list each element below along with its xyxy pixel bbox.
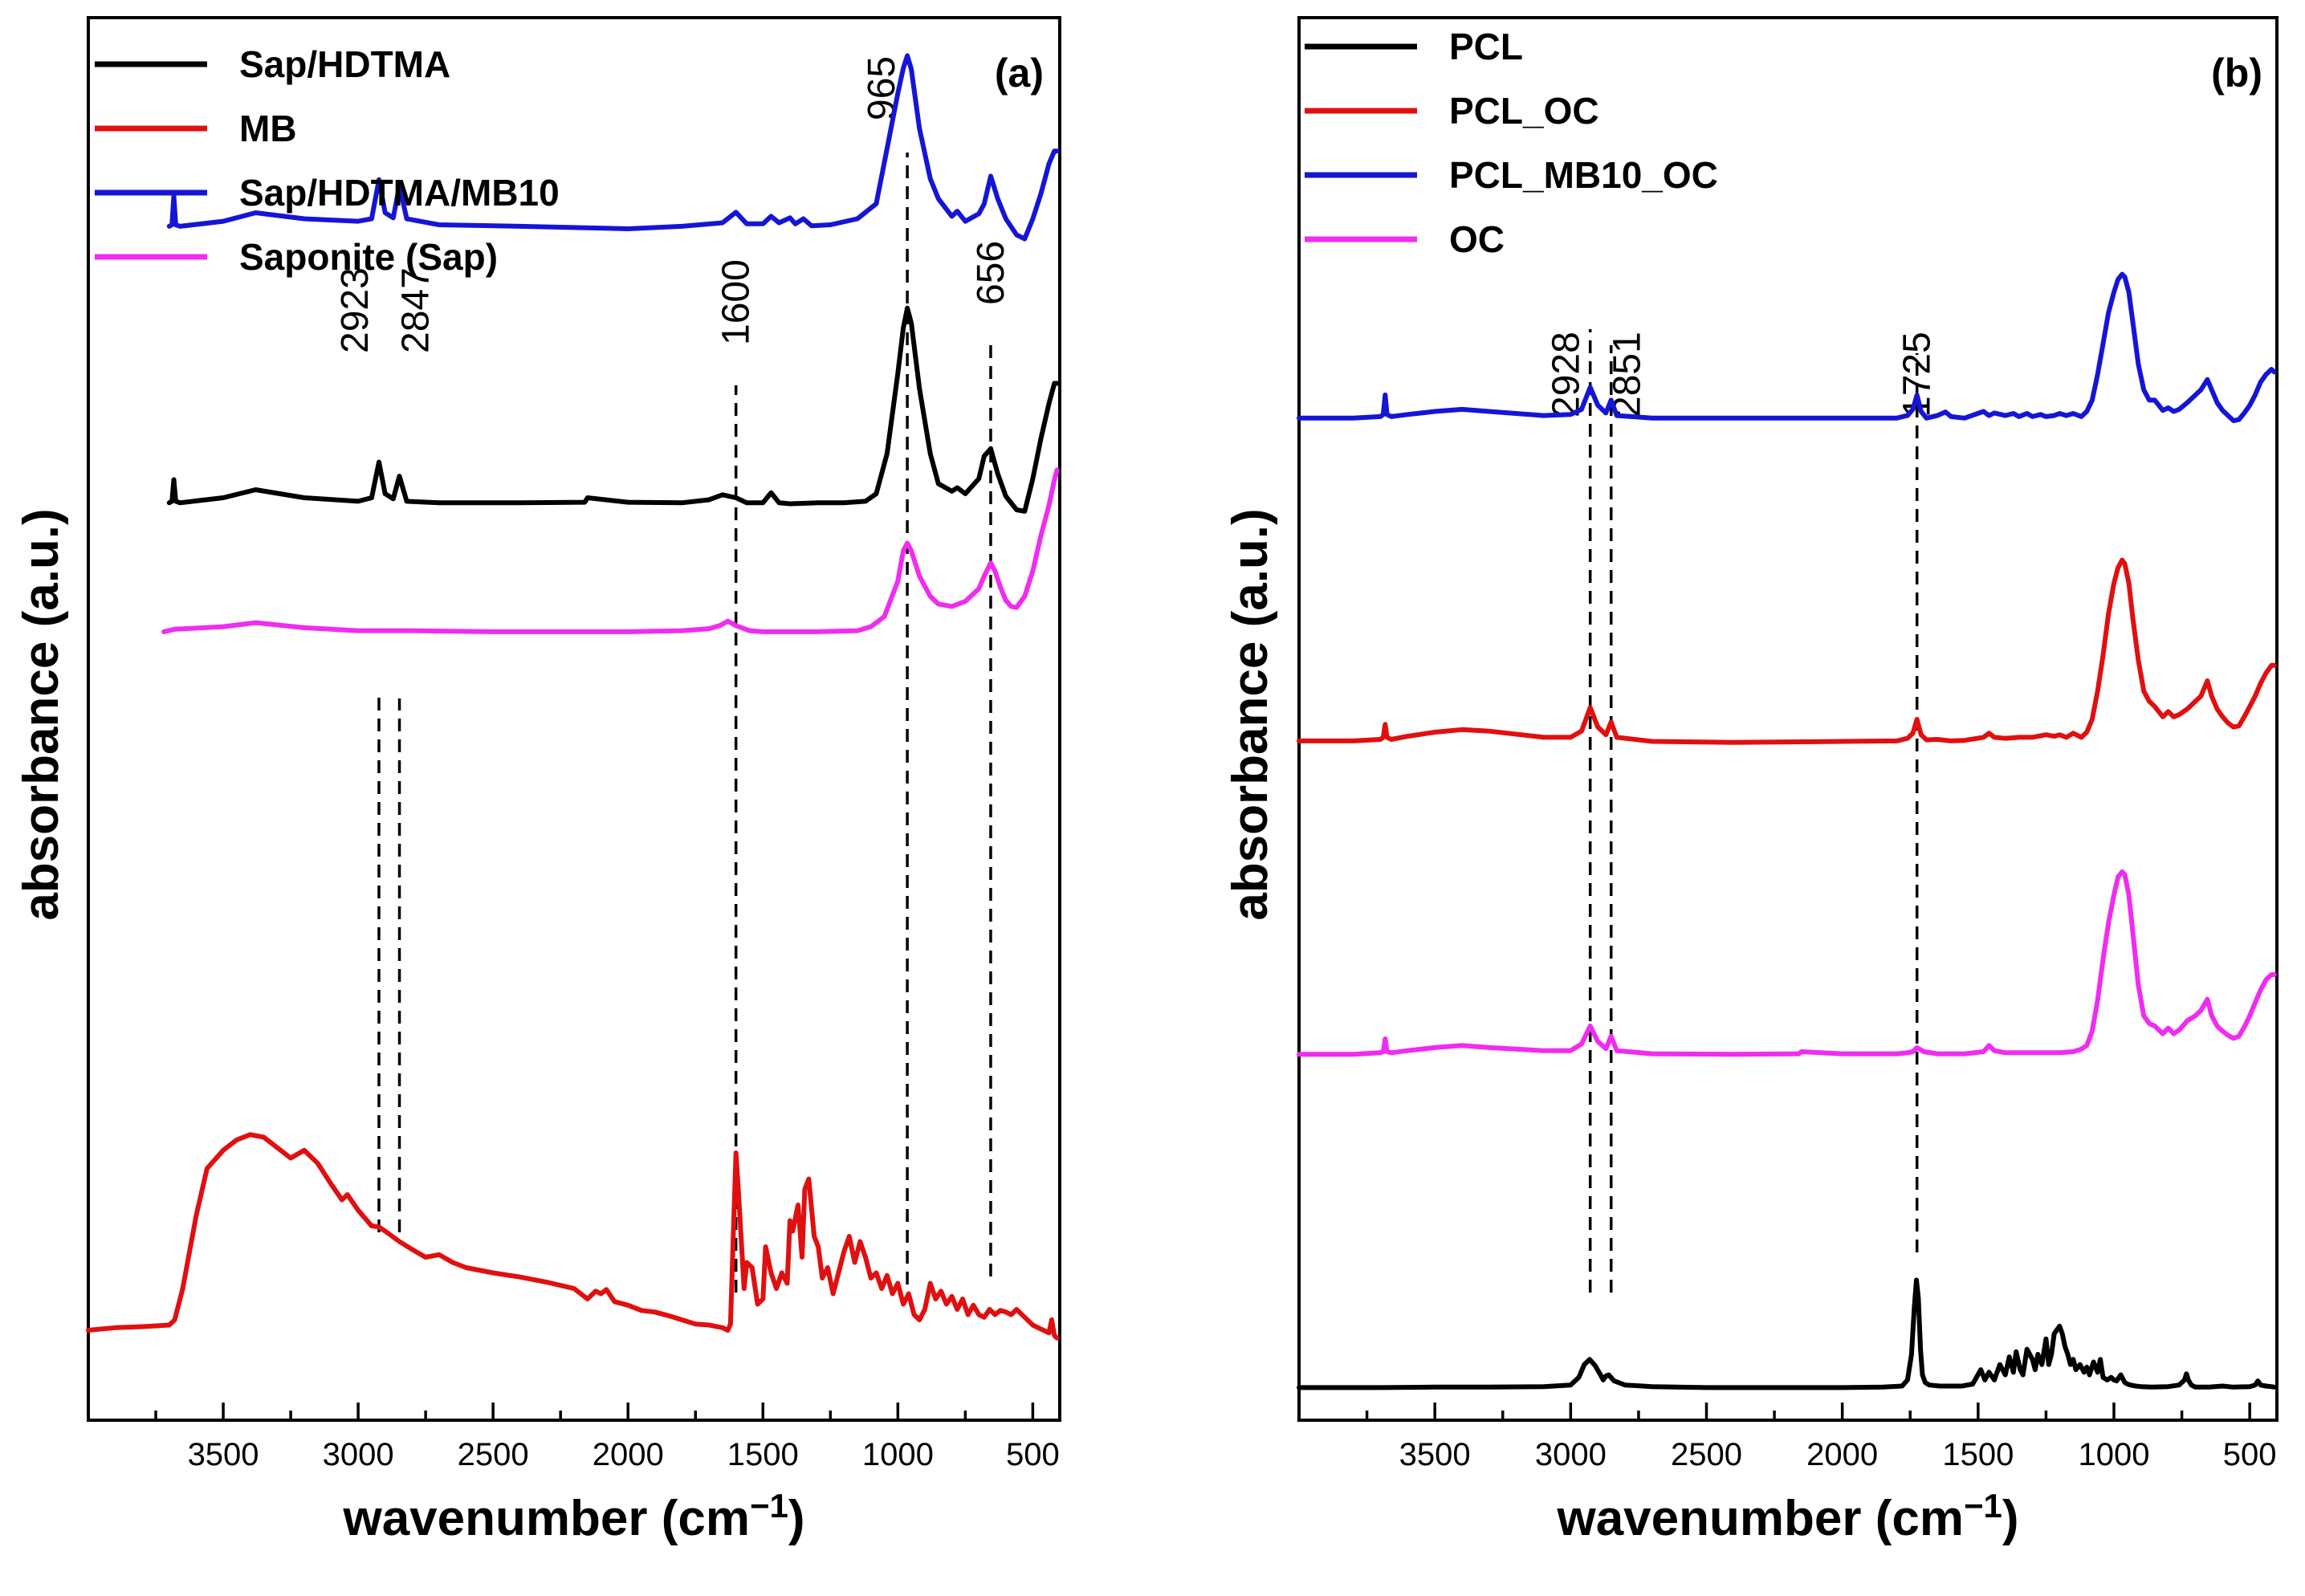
series-group-a <box>86 53 1060 1341</box>
x-tick-label: 2500 <box>1671 1437 1742 1472</box>
series-line-pcl-mb10-oc <box>1297 271 2277 423</box>
y-axis-label-a: absorbance (a.u.) <box>14 508 69 920</box>
x-tick-label: 2500 <box>458 1437 529 1472</box>
legend-label: Sap/HDTMA <box>239 43 450 85</box>
panel-label-b: (b) <box>2211 51 2262 96</box>
legend-label: MB <box>239 108 297 149</box>
peak-marker-label: 2928 <box>1545 332 1588 417</box>
legend-label: PCL_OC <box>1449 90 1599 132</box>
y-axis-label-b: absorbance (a.u.) <box>1223 508 1278 920</box>
legend-label: OC <box>1449 218 1505 260</box>
panel-label-a: (a) <box>995 51 1044 96</box>
peak-marker-label: 2923 <box>334 267 377 353</box>
x-tick-label: 1000 <box>2079 1437 2150 1472</box>
x-axis-label-a: wavenumber (cm−1) <box>342 1487 804 1546</box>
x-tick-label: 1500 <box>1942 1437 2014 1472</box>
series-line-oc <box>1297 869 2277 1057</box>
x-ticks-b: 3500 3000 2500 2000 1500 1000 500 <box>1365 1403 2277 1472</box>
peak-marker-label: 1600 <box>715 259 758 345</box>
peak-markers-b: 2928 2851 1725 <box>1545 329 1939 1293</box>
x-tick-label: 2000 <box>1806 1437 1878 1472</box>
series-line-mb <box>86 1132 1060 1341</box>
plot-frame-b <box>1297 16 2279 1422</box>
x-tick-label: 3500 <box>1399 1437 1471 1472</box>
series-line-saponite-sap- <box>161 467 1060 634</box>
legend-a: Sap/HDTMA MB Sap/HDTMA/MB10 Saponite (Sap) <box>95 43 560 278</box>
x-tick-label: 1000 <box>862 1437 934 1472</box>
x-tick-label: 3000 <box>323 1437 394 1472</box>
x-tick-label: 1500 <box>727 1437 799 1472</box>
peak-marker-label: 656 <box>970 241 1012 305</box>
panel-a: 3500 3000 2500 2000 1500 1000 500 2923 2847 1600… <box>14 16 1061 1546</box>
x-tick-label: 3500 <box>188 1437 259 1472</box>
series-group-b <box>1297 271 2277 1390</box>
plot-frame-a <box>87 16 1061 1422</box>
series-line-pcl-oc <box>1297 557 2277 745</box>
peak-marker-label: 2847 <box>395 267 438 353</box>
x-tick-label: 2000 <box>593 1437 664 1472</box>
x-ticks-a: 3500 3000 2500 2000 1500 1000 500 <box>154 1403 1060 1472</box>
legend-label: PCL_MB10_OC <box>1449 154 1718 196</box>
series-line-pcl <box>1297 1277 2277 1390</box>
x-axis-label-b: wavenumber (cm−1) <box>1556 1487 2018 1546</box>
panel-b: 3500 3000 2500 2000 1500 1000 500 2928 2851 1725… <box>1223 16 2279 1546</box>
legend-label: Saponite (Sap) <box>239 236 498 278</box>
series-line-sap-hdtma <box>166 305 1060 514</box>
legend-b: PCL PCL_OC PCL_MB10_OC OC <box>1305 26 1718 260</box>
legend-label: Sap/HDTMA/MB10 <box>239 172 560 214</box>
legend-label: PCL <box>1449 26 1523 67</box>
x-tick-label: 500 <box>2223 1437 2277 1472</box>
x-tick-label: 500 <box>1006 1437 1060 1472</box>
series-line-sap-hdtma-mb10 <box>166 53 1060 242</box>
x-tick-label: 3000 <box>1535 1437 1607 1472</box>
